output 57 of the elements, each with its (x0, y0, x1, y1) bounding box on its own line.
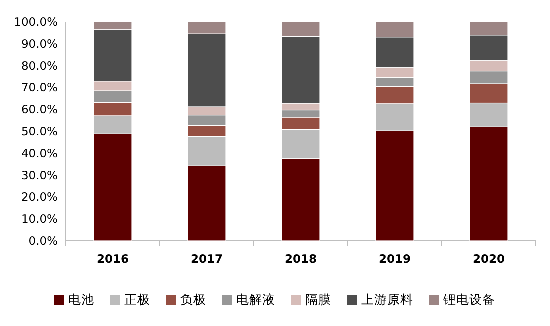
y-tick-label: 10.0% (21, 212, 58, 226)
bar (282, 36, 320, 104)
y-tick-label: 70.0% (21, 80, 58, 95)
y-tick-label: 50.0% (21, 124, 58, 138)
y-tick-label: 40.0% (21, 146, 58, 160)
bar (188, 114, 226, 126)
legend-label: 隔膜 (306, 292, 332, 307)
bar (94, 102, 132, 116)
bar (376, 104, 414, 132)
legend-label: 上游原料 (362, 292, 414, 307)
legend-label: 电池 (68, 292, 94, 307)
y-tick-label: 100.0% (14, 15, 58, 29)
bar (282, 117, 320, 130)
bar (282, 110, 320, 118)
bar (470, 22, 508, 36)
bar (470, 60, 508, 72)
bar (470, 84, 508, 104)
bar (188, 126, 226, 138)
y-tick-label: 90.0% (21, 36, 58, 51)
x-tick-label: 2018 (284, 252, 318, 266)
y-tick-label: 0.0% (28, 234, 58, 248)
bar (94, 30, 132, 82)
y-tick-label: 80.0% (21, 58, 58, 73)
bar (188, 22, 226, 34)
y-tick-label: 30.0% (21, 168, 58, 182)
bar (282, 158, 320, 242)
bar (94, 116, 132, 134)
legend-label: 正极 (124, 292, 150, 307)
bar (376, 77, 414, 88)
y-tick-label: 60.0% (21, 102, 58, 117)
bar (470, 102, 508, 128)
bar (188, 166, 226, 242)
bar (94, 22, 132, 30)
legend-label: 电解液 (236, 292, 276, 307)
bar (282, 22, 320, 37)
x-tick-label: 2017 (190, 252, 224, 266)
y-tick-label: 20.0% (21, 190, 58, 204)
bar (188, 34, 226, 108)
x-tick-label: 2020 (472, 252, 506, 266)
bar (470, 126, 508, 242)
bar (376, 22, 414, 38)
bar (94, 81, 132, 92)
bar (470, 70, 508, 84)
bar (376, 37, 414, 68)
legend-label: 负极 (180, 292, 206, 307)
bar (376, 86, 414, 104)
bar (188, 106, 226, 116)
bar (94, 134, 132, 242)
x-tick-label: 2016 (96, 252, 130, 266)
bar (376, 67, 414, 78)
bar (376, 130, 414, 242)
legend-label: 锂电设备 (442, 292, 496, 307)
bar (94, 90, 132, 104)
bar (470, 35, 508, 61)
bar (282, 129, 320, 160)
bar (188, 136, 226, 166)
x-tick-label: 2019 (378, 252, 412, 266)
